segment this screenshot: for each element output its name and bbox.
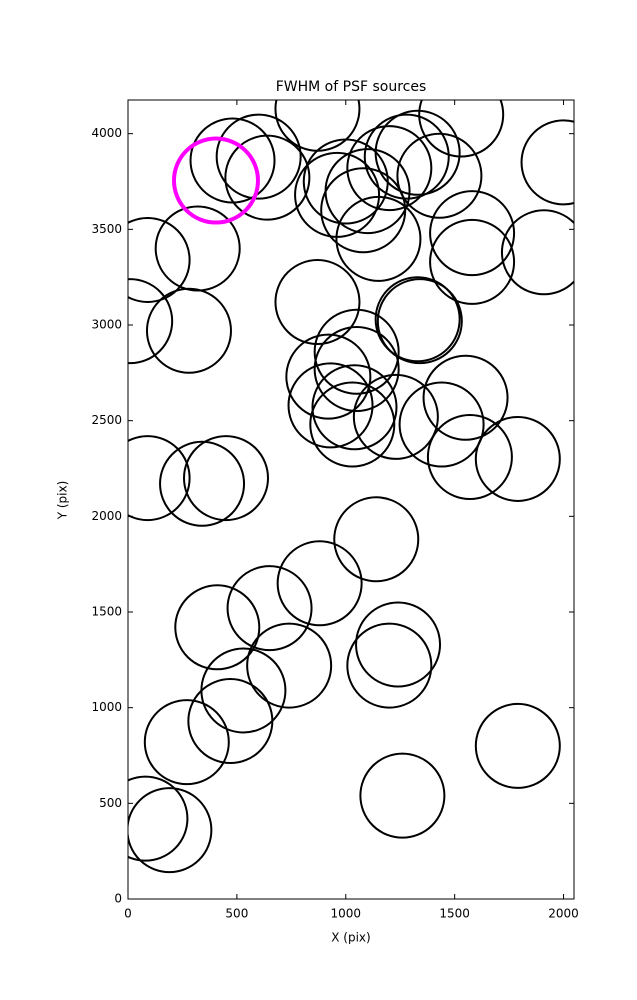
x-tick-label: 2000 xyxy=(548,907,579,921)
source-circle xyxy=(429,190,516,277)
source-circle xyxy=(128,435,191,522)
y-tick-label: 0 xyxy=(114,892,122,906)
x-tick-label: 1500 xyxy=(439,907,470,921)
source-circle xyxy=(274,259,361,346)
source-circle xyxy=(276,540,363,627)
source-circle xyxy=(374,276,461,363)
source-circle xyxy=(396,132,483,219)
source-circle xyxy=(311,364,398,451)
source-circle xyxy=(145,287,232,374)
source-circle xyxy=(313,326,400,413)
source-circle xyxy=(426,414,513,501)
source-circle xyxy=(159,440,246,527)
source-circle xyxy=(474,702,561,789)
y-axis-label: Y (pix) xyxy=(56,481,70,521)
source-circle xyxy=(182,435,269,522)
source-circle xyxy=(363,113,450,200)
source-circle xyxy=(418,100,505,158)
source-circle xyxy=(474,415,561,502)
y-tick-label: 3500 xyxy=(91,222,122,236)
source-circle xyxy=(398,381,485,468)
y-tick-label: 1000 xyxy=(91,700,122,714)
source-circle xyxy=(215,113,302,200)
source-circle xyxy=(187,678,274,765)
source-circle xyxy=(324,148,411,235)
source-circle xyxy=(352,373,439,460)
chart-title: FWHM of PSF sources xyxy=(276,79,427,95)
source-circle xyxy=(174,584,261,671)
source-circle xyxy=(171,136,260,225)
source-circle xyxy=(422,354,509,441)
source-circle xyxy=(309,381,396,468)
axes-frame xyxy=(127,99,575,900)
source-circle xyxy=(346,125,433,212)
source-circle xyxy=(335,195,422,282)
source-circle xyxy=(376,278,463,365)
source-circle xyxy=(224,134,311,221)
source-circle xyxy=(313,308,400,395)
source-circle xyxy=(128,278,174,365)
source-circle xyxy=(143,699,230,786)
plot-area xyxy=(128,100,574,874)
x-tick-label: 1000 xyxy=(331,907,362,921)
y-tick-label: 2500 xyxy=(91,413,122,427)
source-circle xyxy=(246,622,333,709)
source-circle xyxy=(429,218,516,305)
x-axis-label: X (pix) xyxy=(331,931,370,945)
source-circle xyxy=(128,216,191,303)
source-circle xyxy=(287,362,374,449)
y-tick-label: 4000 xyxy=(91,126,122,140)
source-circle xyxy=(355,601,442,688)
source-circle xyxy=(333,496,420,583)
source-circle xyxy=(359,752,446,839)
source-circle xyxy=(285,333,372,420)
y-tick-label: 2000 xyxy=(91,509,122,523)
source-circle xyxy=(374,109,461,196)
source-circle xyxy=(128,775,189,862)
source-circle xyxy=(500,209,574,296)
x-tick-label: 0 xyxy=(124,907,132,921)
source-circle xyxy=(346,622,433,709)
source-circle xyxy=(520,119,574,206)
y-tick-label: 1500 xyxy=(91,605,122,619)
source-circle xyxy=(128,787,213,874)
y-tick-label: 3000 xyxy=(91,318,122,332)
source-circle xyxy=(226,565,313,652)
y-tick-label: 500 xyxy=(99,796,122,810)
x-tick-label: 500 xyxy=(225,907,248,921)
